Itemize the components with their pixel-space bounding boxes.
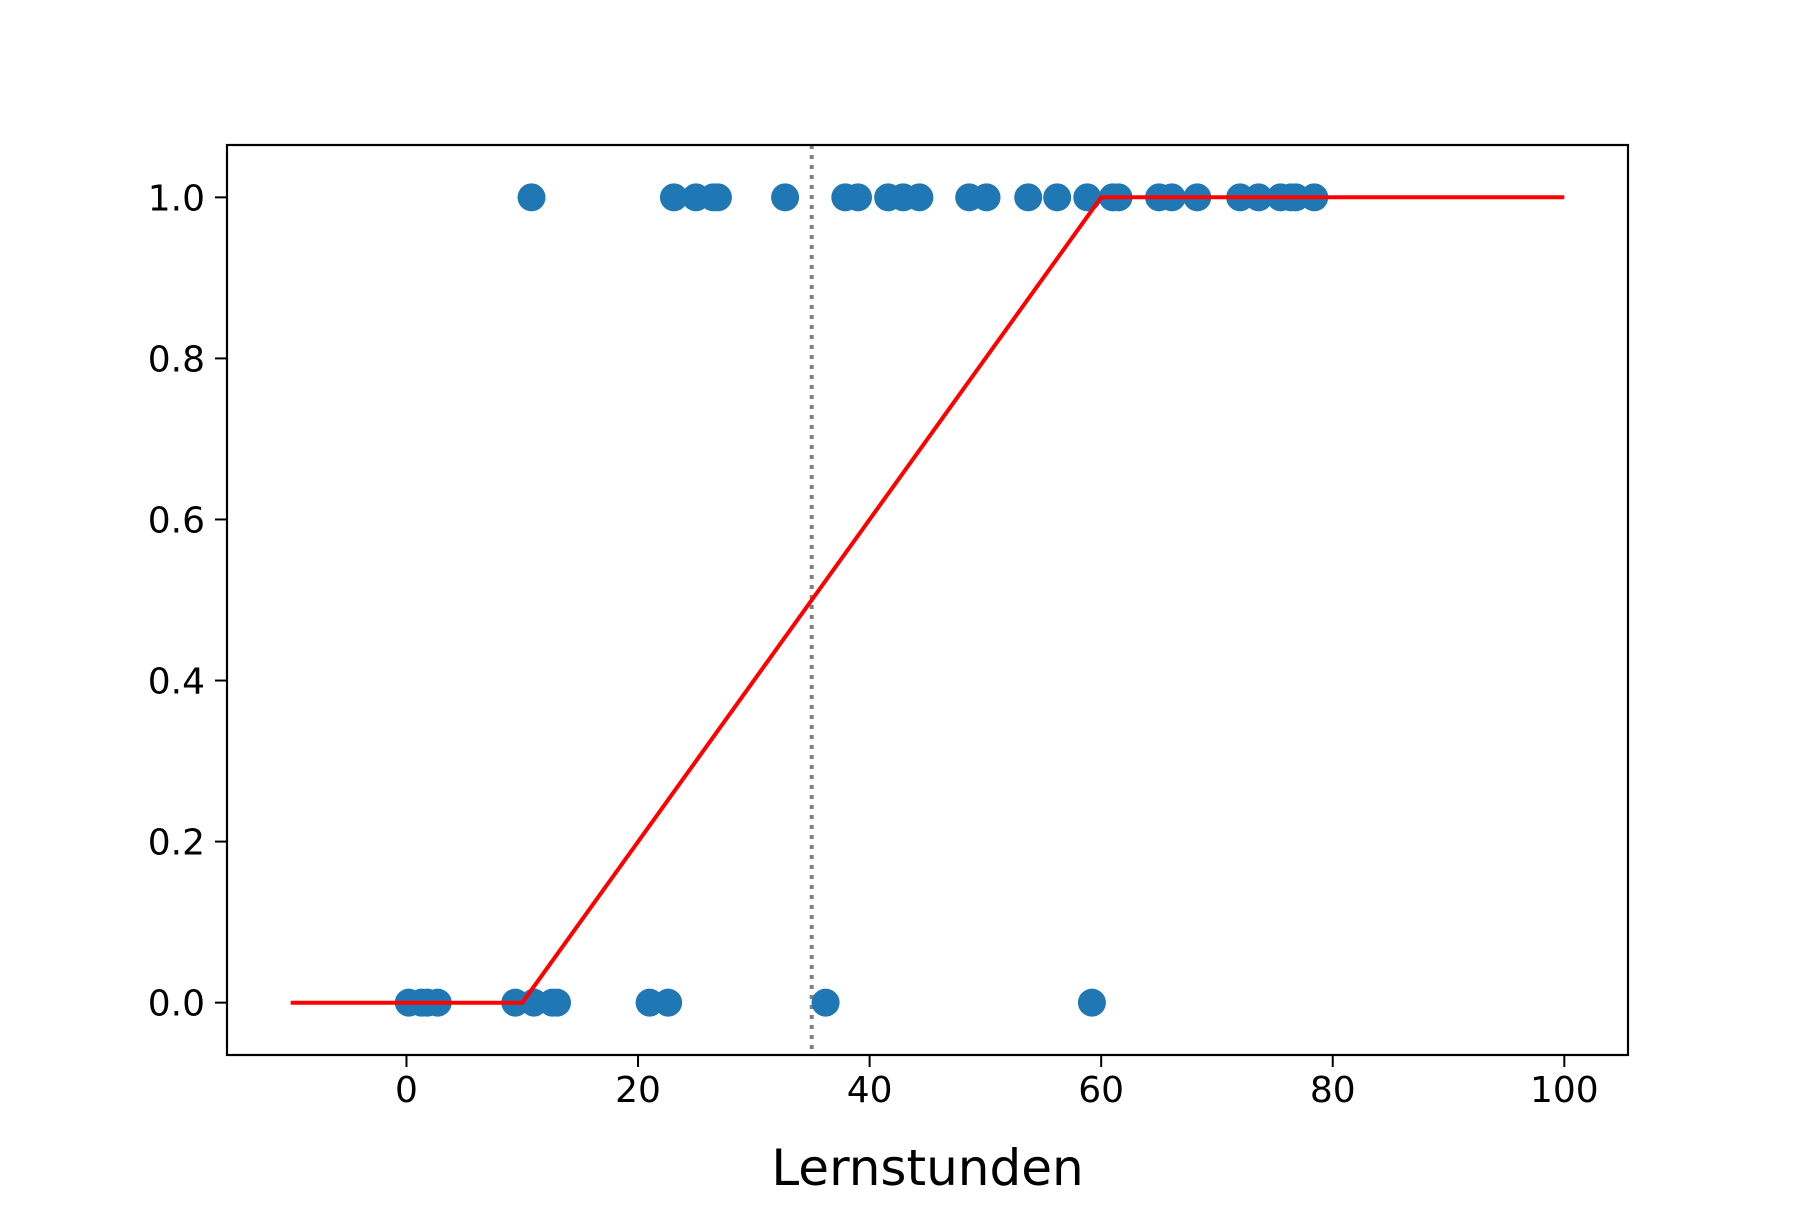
- data-point: [811, 988, 840, 1017]
- y-tick-label: 0.4: [148, 662, 205, 703]
- x-tick-label: 60: [1078, 1070, 1124, 1111]
- data-point: [517, 183, 546, 212]
- y-tick-label: 0.2: [148, 823, 205, 864]
- data-point: [844, 183, 873, 212]
- y-tick-label: 0.0: [148, 984, 205, 1025]
- data-point: [771, 183, 800, 212]
- x-tick-label: 20: [615, 1070, 661, 1111]
- axes-frame: [225, 143, 1630, 1057]
- plot-layer: [290, 145, 1565, 1055]
- data-point: [1073, 183, 1102, 212]
- data-point: [542, 988, 571, 1017]
- data-point: [654, 988, 683, 1017]
- data-point: [659, 183, 688, 212]
- x-tick-label: 80: [1310, 1070, 1356, 1111]
- y-axis-ticks: 0.0 0.2 0.4 0.6 0.8 1.0: [148, 178, 227, 1025]
- x-tick-label: 40: [847, 1070, 893, 1111]
- data-point: [972, 183, 1001, 212]
- y-tick-label: 0.6: [148, 500, 205, 541]
- x-tick-label: 100: [1530, 1070, 1599, 1111]
- data-point: [1014, 183, 1043, 212]
- data-point: [1077, 988, 1106, 1017]
- data-point: [1043, 183, 1072, 212]
- y-tick-label: 0.8: [148, 339, 205, 380]
- x-axis-ticks: 0 20 40 60 80 100: [395, 1055, 1599, 1111]
- data-point: [703, 183, 732, 212]
- y-tick-label: 1.0: [148, 178, 205, 219]
- x-axis-label: Lernstunden: [771, 1139, 1083, 1197]
- x-tick-label: 0: [395, 1070, 418, 1111]
- fit-line: [290, 195, 1565, 1005]
- data-point: [905, 183, 934, 212]
